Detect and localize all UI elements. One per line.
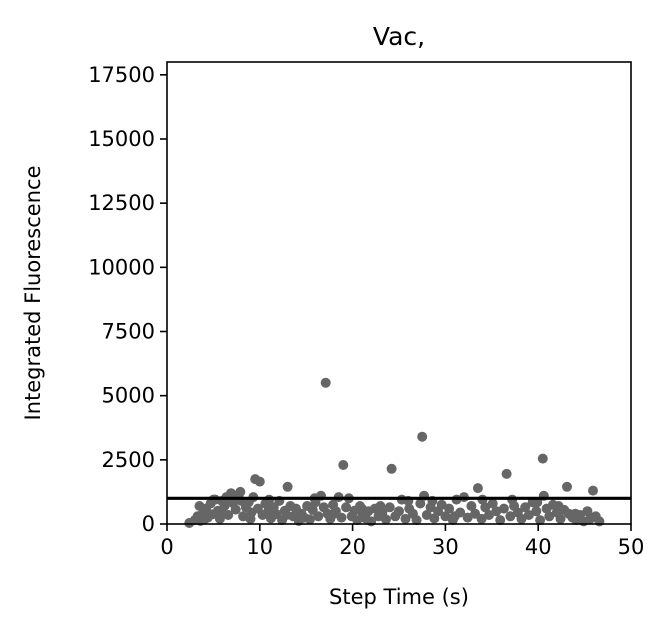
- data-point: [384, 502, 395, 513]
- data-point: [436, 499, 447, 510]
- data-point: [555, 513, 566, 524]
- data-point: [254, 476, 265, 487]
- data-point: [480, 502, 491, 513]
- x-tick-label: 40: [525, 535, 552, 559]
- data-point: [329, 508, 339, 519]
- data-point: [341, 502, 352, 513]
- data-point: [495, 515, 506, 526]
- y-tick-label: 12500: [88, 191, 155, 215]
- data-point: [381, 514, 391, 525]
- data-point: [417, 431, 428, 442]
- data-point: [466, 501, 477, 511]
- y-tick-label: 15000: [88, 127, 155, 151]
- data-point: [400, 513, 411, 524]
- data-point: [440, 511, 451, 522]
- data-point: [394, 506, 404, 517]
- data-point: [523, 510, 534, 520]
- data-point: [462, 512, 473, 523]
- x-tick-label: 20: [339, 535, 366, 559]
- data-point: [498, 503, 509, 514]
- data-point: [537, 453, 548, 464]
- data-point: [570, 508, 581, 519]
- x-tick-label: 10: [246, 535, 273, 559]
- data-point: [304, 514, 315, 525]
- data-point: [505, 511, 516, 522]
- chart-title: Vac,: [373, 22, 425, 51]
- data-point: [544, 511, 555, 522]
- y-tick-label: 0: [142, 512, 155, 536]
- plot-frame: [166, 61, 632, 525]
- data-point: [491, 506, 502, 517]
- data-point: [449, 511, 460, 522]
- data-point: [535, 515, 546, 526]
- data-point: [313, 511, 324, 522]
- data-point: [421, 510, 432, 520]
- data-point: [501, 468, 512, 479]
- data-point: [516, 513, 527, 524]
- y-tick-label: 2500: [102, 448, 155, 472]
- data-point: [338, 460, 349, 470]
- data-point: [200, 513, 210, 524]
- data-point: [531, 506, 542, 517]
- data-point: [562, 481, 572, 492]
- data-point: [553, 501, 564, 511]
- data-point: [375, 501, 386, 511]
- data-point: [411, 515, 422, 526]
- data-point: [594, 516, 605, 527]
- data-point: [415, 498, 426, 509]
- x-tick-label: 30: [432, 535, 459, 559]
- data-point: [281, 510, 292, 520]
- axis-ticks: 0 10 20 30 40 50 0 2500 5000 7500 10000 12500 15000 1…: [88, 63, 644, 559]
- y-tick-label: 5000: [102, 384, 155, 408]
- x-axis-label: Step Time (s): [329, 585, 469, 609]
- y-tick-label: 10000: [88, 255, 155, 279]
- y-tick-label: 7500: [102, 320, 155, 344]
- data-point: [386, 463, 397, 474]
- y-tick-label: 17500: [88, 63, 155, 87]
- data-point: [194, 501, 205, 511]
- data-point: [582, 506, 593, 517]
- data-point: [217, 508, 228, 519]
- data-point: [336, 512, 347, 523]
- data-point: [235, 486, 246, 497]
- data-point: [487, 498, 498, 509]
- data-point: [588, 485, 598, 496]
- data-point: [282, 481, 293, 492]
- data-point: [245, 513, 256, 524]
- data-points: [184, 377, 605, 528]
- data-point: [472, 483, 483, 494]
- data-point: [444, 503, 455, 514]
- data-point: [230, 504, 241, 515]
- data-point: [520, 502, 531, 513]
- data-point: [476, 513, 487, 524]
- data-point: [484, 510, 494, 520]
- data-point: [320, 377, 331, 388]
- x-tick-label: 0: [160, 535, 173, 559]
- x-tick-label: 50: [618, 535, 645, 559]
- data-point: [356, 503, 367, 514]
- y-axis-label: Integrated Fluorescence: [21, 166, 45, 421]
